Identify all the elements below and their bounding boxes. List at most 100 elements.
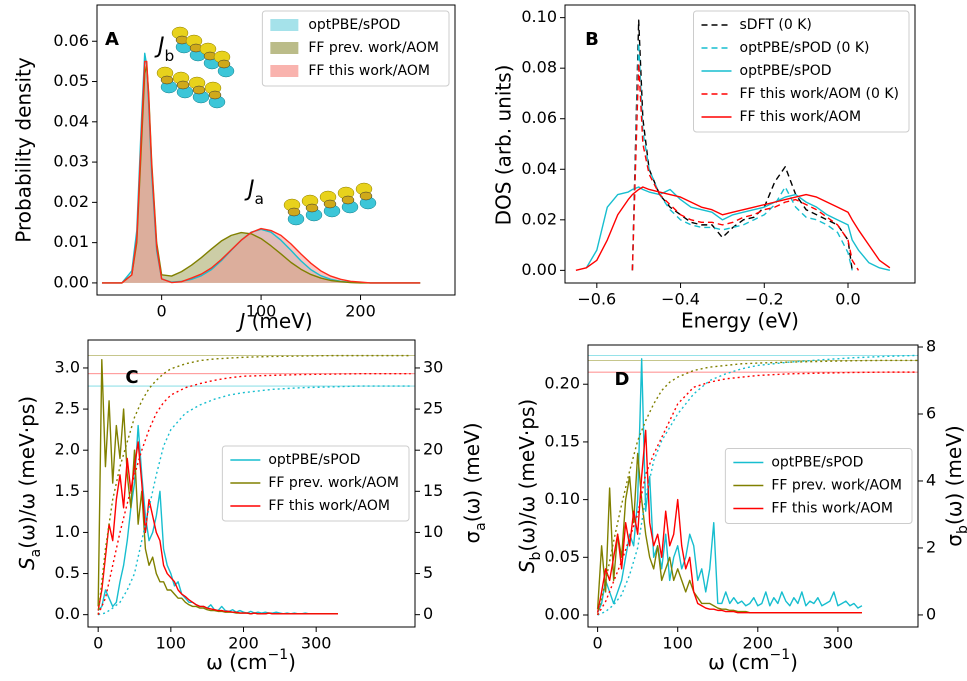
plot-frame <box>564 4 916 284</box>
y-axis-label: DOS (arb. units) <box>492 65 516 226</box>
x-tick-label: 200 <box>345 302 376 321</box>
legend-label: FF this work/AOM <box>308 63 430 79</box>
label-part: −1 <box>769 647 790 663</box>
legend-label: optPBE/sPOD <box>268 452 360 468</box>
density-area <box>101 61 421 283</box>
y2-tick-label: 6 <box>926 403 936 422</box>
legend: optPBE/sPOD FF prev. work/AOM FF this work… <box>221 445 410 522</box>
y2-tick-label: 10 <box>423 522 443 541</box>
y-tick-label: 0.08 <box>521 58 557 77</box>
y-tick-label: 0.20 <box>544 374 580 393</box>
label-part: ) <box>790 650 798 674</box>
y2-tick-label: 4 <box>926 470 936 489</box>
label-part: (meV) <box>245 309 312 333</box>
y-tick-label: 0.02 <box>53 192 89 211</box>
y-tick-label: 0.05 <box>544 547 580 566</box>
y-tick-label: 0.04 <box>53 111 89 130</box>
series-line <box>575 186 891 272</box>
label-part: S <box>15 557 39 570</box>
label-part: (ω) (meV) <box>942 425 966 525</box>
y-tick-label: 2.0 <box>55 440 80 459</box>
x-axis-label: Energy (eV) <box>681 309 799 333</box>
y-tick-label: 0.03 <box>53 152 89 171</box>
legend-label: FF prev. work/AOM <box>308 40 439 56</box>
series-line <box>596 358 863 613</box>
label-part: J <box>154 34 165 59</box>
cumulative-line <box>597 371 918 616</box>
y-tick-label: 0.15 <box>544 431 580 450</box>
x-axis-label: J (meV) <box>235 309 312 333</box>
legend: optPBE/sPOD FF prev. work/AOM FF this work… <box>724 448 913 524</box>
y-tick-label: 3.0 <box>55 357 80 376</box>
x-tick-label: 200 <box>743 634 774 653</box>
plot-area <box>575 19 891 272</box>
series-line <box>585 186 891 272</box>
y-tick-label: 0.06 <box>521 108 557 127</box>
y2-tick-label: 2 <box>926 537 936 556</box>
annotation: Jb <box>154 34 174 65</box>
x-tick-label: 0 <box>93 634 103 653</box>
panel-letter: A <box>105 29 119 50</box>
plot-area <box>88 354 415 616</box>
series-line <box>631 62 860 271</box>
y-tick-label: 0.00 <box>544 605 580 624</box>
plot-area <box>588 354 918 616</box>
label-part: b <box>955 525 967 534</box>
y-tick-label: 0.06 <box>53 31 89 50</box>
label-part: a <box>255 190 264 208</box>
plot-area <box>101 52 421 284</box>
series-line <box>631 19 853 271</box>
label-part: (ω)/ω (meV·ps) <box>15 396 39 549</box>
legend: sDFT (0 K) optPBE/sPOD (0 K) optPBE/sPOD FF… <box>693 10 910 133</box>
y2-tick-label: 5 <box>423 563 433 582</box>
label-part: b <box>528 551 544 560</box>
label-part: ω (cm <box>206 650 267 674</box>
legend-label: optPBE/sPOD <box>771 455 863 471</box>
legend-label: FF prev. work/AOM <box>771 478 902 494</box>
legend-label: FF prev. work/AOM <box>268 475 399 491</box>
legend: optPBE/sPOD FF prev. work/AOM FF this work… <box>261 10 450 87</box>
x-tick-label: 0 <box>157 302 167 321</box>
legend-box <box>724 448 913 524</box>
plot-frame <box>587 344 919 628</box>
legend-label: FF this work/AOM <box>740 109 862 125</box>
x-tick-label: 0 <box>593 634 603 653</box>
y2-axis-label: σb(ω) (meV) <box>942 425 967 546</box>
y-tick-label: 0.05 <box>53 71 89 90</box>
y-tick-label: 0.5 <box>55 563 80 582</box>
series-line <box>596 429 862 614</box>
label-part: a <box>473 522 489 531</box>
y-tick-label: 0.10 <box>521 7 557 26</box>
cumulative-line <box>97 354 411 615</box>
label-part: −1 <box>267 647 288 663</box>
annotation: Ja <box>244 177 264 208</box>
molecule-icon <box>283 182 377 226</box>
legend-label: optPBE/sPOD <box>740 63 832 79</box>
legend-label: optPBE/sPOD (0 K) <box>740 40 870 56</box>
legend-box <box>261 10 450 87</box>
y2-tick-label: 15 <box>423 481 443 500</box>
label-part: b <box>165 47 175 65</box>
label-part: J <box>244 177 255 202</box>
y-tick-label: 0.0 <box>55 604 80 623</box>
legend-swatch <box>270 65 299 77</box>
y-tick-label: 0.10 <box>544 489 580 508</box>
series-line <box>101 60 421 284</box>
legend-box <box>221 445 410 522</box>
series-line <box>631 42 853 271</box>
y2-axis-label: σa(ω) (meV) <box>460 422 490 543</box>
y-axis-label: Sa(ω)/ω (meV·ps) <box>15 396 45 570</box>
x-tick-label: 100 <box>662 634 693 653</box>
y-tick-label: 0.04 <box>521 159 557 178</box>
y-tick-label: 1.0 <box>55 522 80 541</box>
label-part: ω (cm <box>708 650 769 674</box>
panel-letter: C <box>125 367 138 388</box>
label-part: a <box>28 549 44 558</box>
y-axis-label: Probability density <box>12 57 36 243</box>
label-part: σ <box>460 531 484 544</box>
y2-tick-label: 30 <box>423 357 443 376</box>
y-tick-label: 0.00 <box>53 272 89 291</box>
x-tick-label: 200 <box>228 634 259 653</box>
plot-frame <box>96 4 456 296</box>
